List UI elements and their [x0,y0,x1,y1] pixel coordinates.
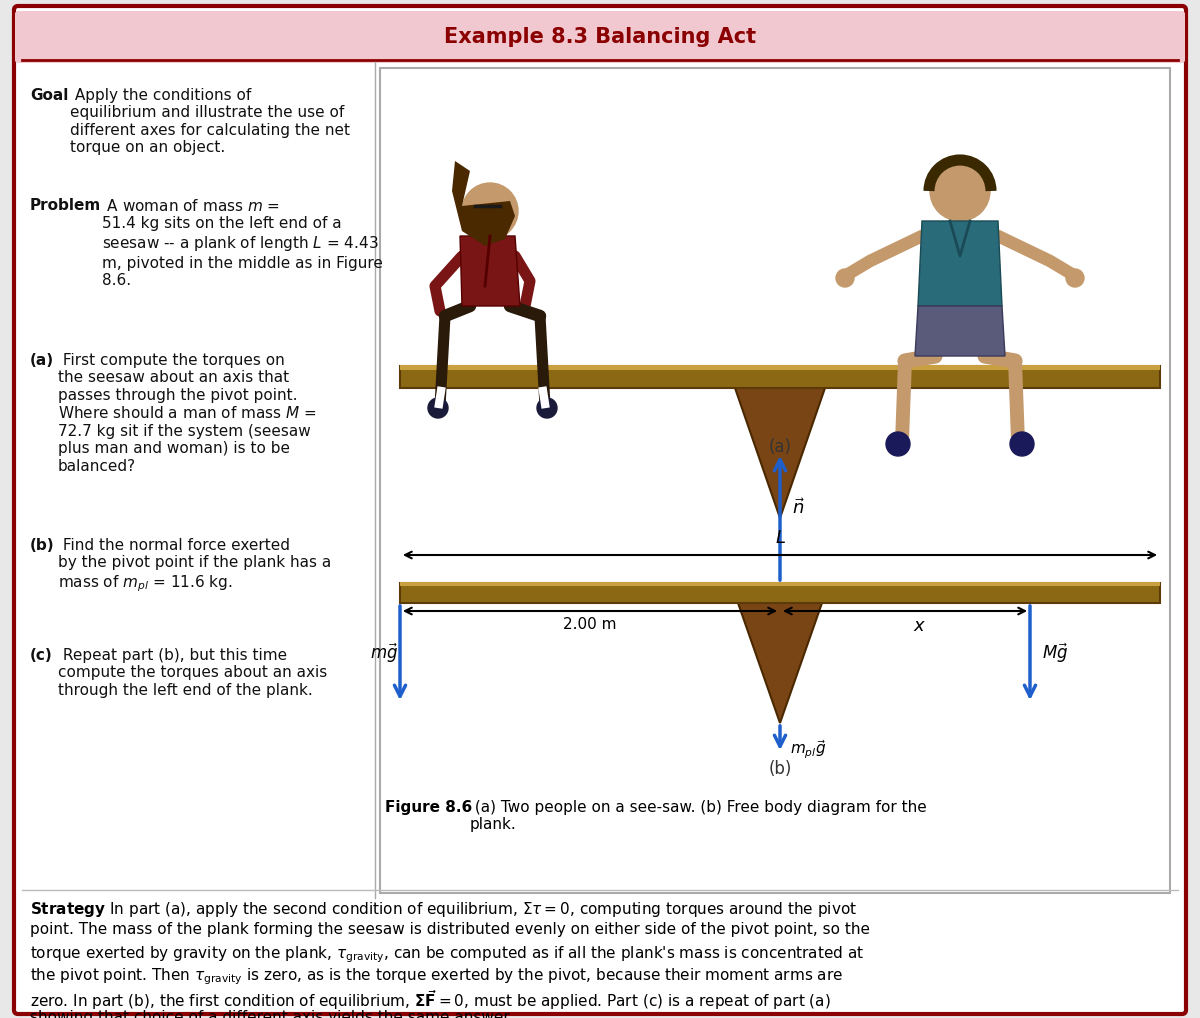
Text: showing that choice of a different axis yields the same answer.: showing that choice of a different axis … [30,1010,514,1018]
Polygon shape [916,306,1006,356]
Text: Problem: Problem [30,197,101,213]
Text: (c): (c) [30,648,53,663]
Text: Find the normal force exerted
by the pivot point if the plank has a
mass of $m_{: Find the normal force exerted by the piv… [58,538,331,593]
Text: A woman of mass $m$ =
51.4 kg sits on the left end of a
seesaw -- a plank of len: A woman of mass $m$ = 51.4 kg sits on th… [102,197,383,288]
Circle shape [886,432,910,456]
Text: $\mathbf{Strategy}$ In part (a), apply the second condition of equilibrium, $\Si: $\mathbf{Strategy}$ In part (a), apply t… [30,900,857,919]
Text: Goal: Goal [30,88,68,103]
Circle shape [428,398,448,418]
Bar [400,366,1160,388]
Bar [400,583,1160,603]
Circle shape [930,161,990,221]
Bar [400,365,1160,370]
Text: Example 8.3 Balancing Act: Example 8.3 Balancing Act [444,27,756,47]
FancyBboxPatch shape [14,6,1186,1014]
Text: (a): (a) [30,353,54,367]
Text: $\vec{n}$: $\vec{n}$ [792,498,805,518]
Text: zero. In part (b), the first condition of equilibrium, $\mathbf{\Sigma\vec{F}} =: zero. In part (b), the first condition o… [30,988,830,1012]
Text: the pivot point. Then $\tau_{\rm gravity}$ is zero, as is the torque exerted by : the pivot point. Then $\tau_{\rm gravity… [30,966,844,986]
Bar [400,582,1160,586]
Circle shape [1010,432,1034,456]
Text: 2.00 m: 2.00 m [563,617,617,632]
Text: $x$: $x$ [913,617,926,635]
Text: torque exerted by gravity on the plank, $\tau_{\rm gravity}$, can be computed as: torque exerted by gravity on the plank, … [30,944,864,965]
Polygon shape [734,388,826,518]
Text: Repeat part (b), but this time
compute the torques about an axis
through the lef: Repeat part (b), but this time compute t… [58,648,328,697]
Circle shape [538,398,557,418]
Text: (b): (b) [30,538,55,553]
Text: (a) Two people on a see-saw. (b) Free body diagram for the
plank.: (a) Two people on a see-saw. (b) Free bo… [470,800,926,833]
Circle shape [836,269,854,287]
FancyBboxPatch shape [380,68,1170,893]
Polygon shape [460,236,520,306]
Circle shape [1066,269,1084,287]
Polygon shape [452,161,515,246]
Text: (a): (a) [768,438,792,456]
Text: $M\vec{g}$: $M\vec{g}$ [1042,641,1068,665]
Text: Apply the conditions of
equilibrium and illustrate the use of
different axes for: Apply the conditions of equilibrium and … [70,88,350,155]
Text: (b): (b) [768,760,792,778]
FancyBboxPatch shape [14,11,1186,63]
Text: $L$: $L$ [774,529,786,547]
Text: point. The mass of the plank forming the seesaw is distributed evenly on either : point. The mass of the plank forming the… [30,922,870,937]
Polygon shape [918,221,1002,306]
Circle shape [462,183,518,239]
Text: First compute the torques on
the seesaw about an axis that
passes through the pi: First compute the torques on the seesaw … [58,353,317,473]
Text: Figure 8.6: Figure 8.6 [385,800,473,815]
Text: $m\vec{g}$: $m\vec{g}$ [370,641,398,665]
Polygon shape [738,603,822,723]
Text: $m_{pl}\vec{g}$: $m_{pl}\vec{g}$ [790,738,827,760]
